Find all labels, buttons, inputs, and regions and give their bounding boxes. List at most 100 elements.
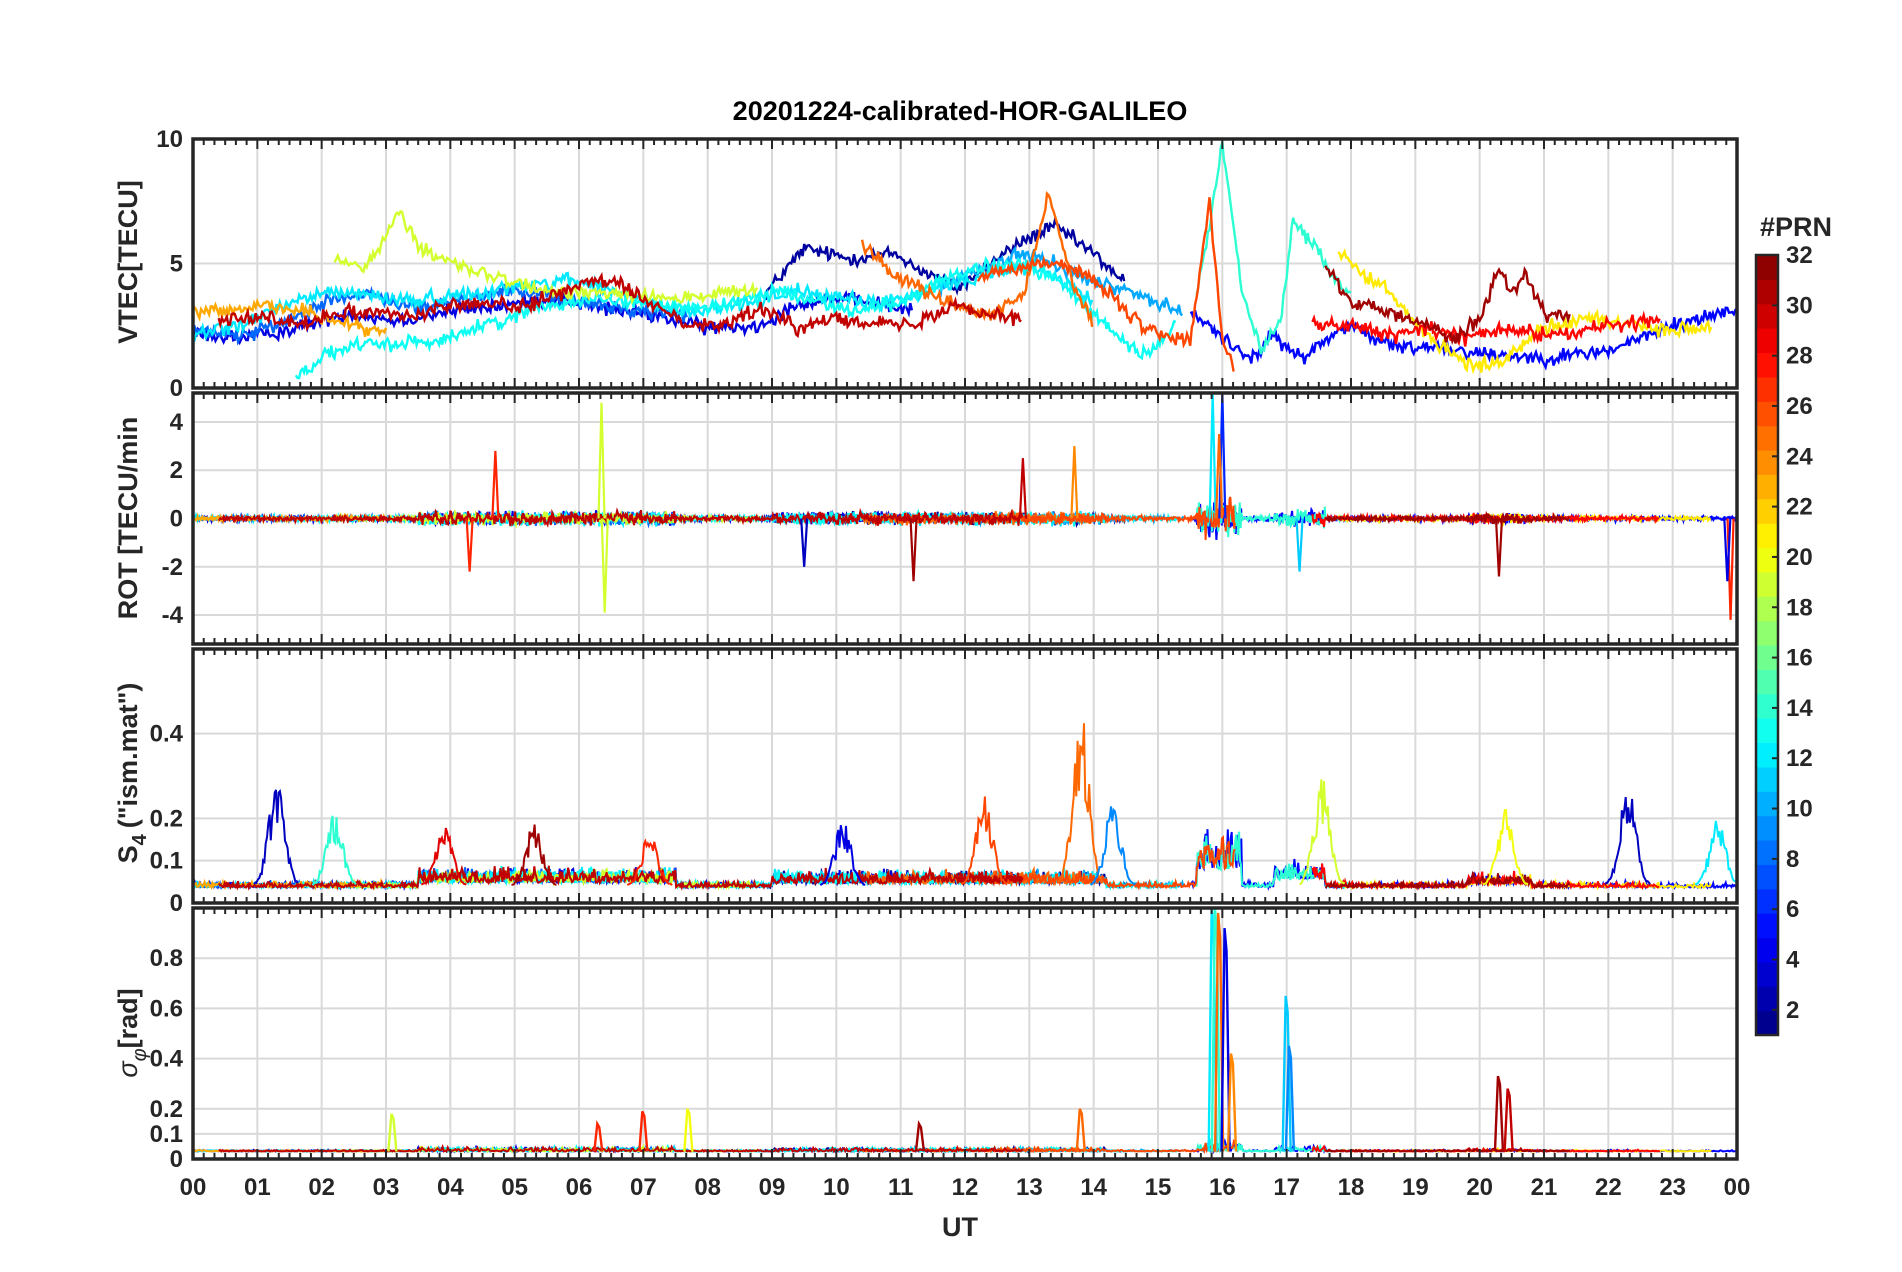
- panel-frame-sigma: [191, 906, 1739, 1161]
- vtec-line-prn-26: [976, 197, 1235, 372]
- x-tick-label: 18: [1338, 1174, 1365, 1201]
- colorbar-tick-label: 10: [1786, 796, 1813, 823]
- s4-burst-prn-29: [420, 827, 467, 886]
- sigma-line-prn-31: [1325, 1146, 1570, 1153]
- s4-burst-prn-26: [961, 796, 1008, 886]
- x-tick-label: 09: [759, 1174, 786, 1201]
- sigma-spike-prn-25: [1075, 1108, 1086, 1152]
- colorbar-segment: [1756, 693, 1778, 719]
- s4-burst-prn-20: [1482, 809, 1529, 886]
- colorbar-segment: [1756, 961, 1778, 987]
- y-tick-label-vtec: 5: [170, 251, 183, 278]
- colorbar-tick-label: 8: [1786, 846, 1799, 873]
- s4-burst-prn-3: [253, 789, 299, 885]
- colorbar-tick-label: 26: [1786, 393, 1813, 420]
- vtec-series-group: [193, 141, 1737, 380]
- sigma-spike-prn-19: [387, 1113, 398, 1152]
- panel-frame-rot: [191, 391, 1739, 646]
- panel-frame-vtec: [191, 137, 1739, 390]
- rot-spike-prn-3: [800, 518, 809, 567]
- x-tick-label: 00: [180, 1174, 207, 1201]
- s4-burst-prn-4: [819, 825, 866, 886]
- colorbar-tick-label: 4: [1786, 947, 1800, 974]
- s4-label-main: S: [113, 845, 143, 863]
- y-tick-label-sigma: 0.8: [150, 945, 183, 972]
- vtec-line-prn-28: [1311, 310, 1661, 347]
- colorbar-title: #PRN: [1760, 212, 1832, 242]
- colorbar-tick-label: 32: [1786, 242, 1813, 269]
- sigma-spike-prn-27: [638, 1110, 649, 1152]
- x-axis-title: UT: [942, 1212, 978, 1242]
- rot-line-prn-30: [217, 507, 1024, 528]
- rot-spike-prn-27: [465, 518, 474, 572]
- colorbar-segment: [1756, 913, 1778, 939]
- x-tick-label: 21: [1531, 1174, 1558, 1201]
- y-tick-label-s4: 0.2: [150, 805, 183, 832]
- sigma-spike-prn-25: [1213, 912, 1225, 1152]
- colorbar-segment: [1756, 742, 1778, 768]
- y-tick-label-sigma: 0.4: [150, 1046, 184, 1073]
- colorbar-tick-label: 16: [1786, 645, 1813, 672]
- sigma-label-rest: [rad]: [113, 988, 143, 1048]
- sigma-spike-prn-31: [914, 1120, 926, 1152]
- colorbar-tick-label: 12: [1786, 745, 1813, 772]
- colorbar-tick-label: 2: [1786, 997, 1799, 1024]
- y-tick-label-sigma: 0.1: [150, 1121, 183, 1148]
- vtec-line-prn-5: [1189, 306, 1737, 371]
- rot-spike-prn-31: [1494, 518, 1504, 577]
- rot-spike-prn-27: [491, 450, 500, 519]
- colorbar-segment: [1756, 352, 1778, 378]
- rot-series-group: [193, 393, 1737, 620]
- panel-frame-s4: [191, 647, 1739, 905]
- x-tick-label: 07: [630, 1174, 657, 1201]
- y-tick-label-rot: 0: [170, 506, 183, 533]
- colorbar-segment: [1756, 255, 1778, 280]
- colorbar-segment: [1756, 425, 1778, 451]
- x-tick-label: 10: [823, 1174, 850, 1201]
- colorbar-segment: [1756, 571, 1778, 597]
- x-tick-label: 16: [1209, 1174, 1236, 1201]
- colorbar-tick-label: 22: [1786, 494, 1813, 521]
- x-tick-label: 06: [566, 1174, 593, 1201]
- sigma-spike-prn-11: [1281, 995, 1292, 1152]
- colorbar-segment: [1756, 279, 1778, 305]
- rot-spike-prn-30: [1018, 458, 1027, 519]
- chart-title: 20201224-calibrated-HOR-GALILEO: [733, 96, 1188, 126]
- s4-burst-prn-31: [511, 824, 557, 886]
- y-tick-label-s4: 0.1: [150, 848, 183, 875]
- sigma-spike-prn-9: [1284, 1045, 1296, 1152]
- colorbar-segment: [1756, 547, 1778, 573]
- s4-line-prn-31: [1325, 871, 1571, 891]
- colorbar-segment: [1756, 376, 1778, 402]
- y-axis-title-rot: ROT [TECU/min: [113, 417, 143, 620]
- y-tick-label-sigma: 0.2: [150, 1096, 183, 1123]
- x-tick-label: 00: [1724, 1174, 1751, 1201]
- y-tick-label-vtec: 10: [156, 126, 183, 153]
- y-tick-label-s4: 0.4: [150, 721, 184, 748]
- s4-burst-prn-19: [1299, 779, 1346, 886]
- colorbar-tick-label: 24: [1786, 443, 1813, 470]
- rot-line-prn-19: [333, 509, 760, 529]
- x-tick-label: 19: [1402, 1174, 1429, 1201]
- s4-series-group: [193, 723, 1737, 892]
- rot-spike-prn-25: [1215, 433, 1224, 519]
- colorbar-segment: [1756, 791, 1778, 817]
- x-tick-label: 03: [373, 1174, 400, 1201]
- colorbar-segment: [1756, 474, 1778, 500]
- colorbar-frame: [1754, 253, 1780, 1037]
- sigma-spike-prn-4: [1220, 927, 1231, 1152]
- colorbar-tick-label: 30: [1786, 292, 1813, 319]
- y-tick-label-vtec: 0: [170, 375, 183, 402]
- y-tick-label-sigma: 0.6: [150, 995, 183, 1022]
- y-axis-title-vtec: VTEC[TECU]: [113, 180, 143, 344]
- x-tick-label: 13: [1016, 1174, 1043, 1201]
- colorbar-segment: [1756, 328, 1778, 354]
- sigma-spike-prn-31: [1493, 1075, 1505, 1152]
- colorbar-segment: [1756, 840, 1778, 865]
- colorbar-segment: [1756, 888, 1778, 914]
- y-tick-label-rot: -2: [162, 554, 183, 581]
- s4-burst-prn-9: [1090, 806, 1136, 886]
- colorbar-tick-label: 28: [1786, 343, 1813, 370]
- sigma-line-prn-30: [218, 1143, 1024, 1154]
- rot-spike-prn-19: [597, 402, 606, 519]
